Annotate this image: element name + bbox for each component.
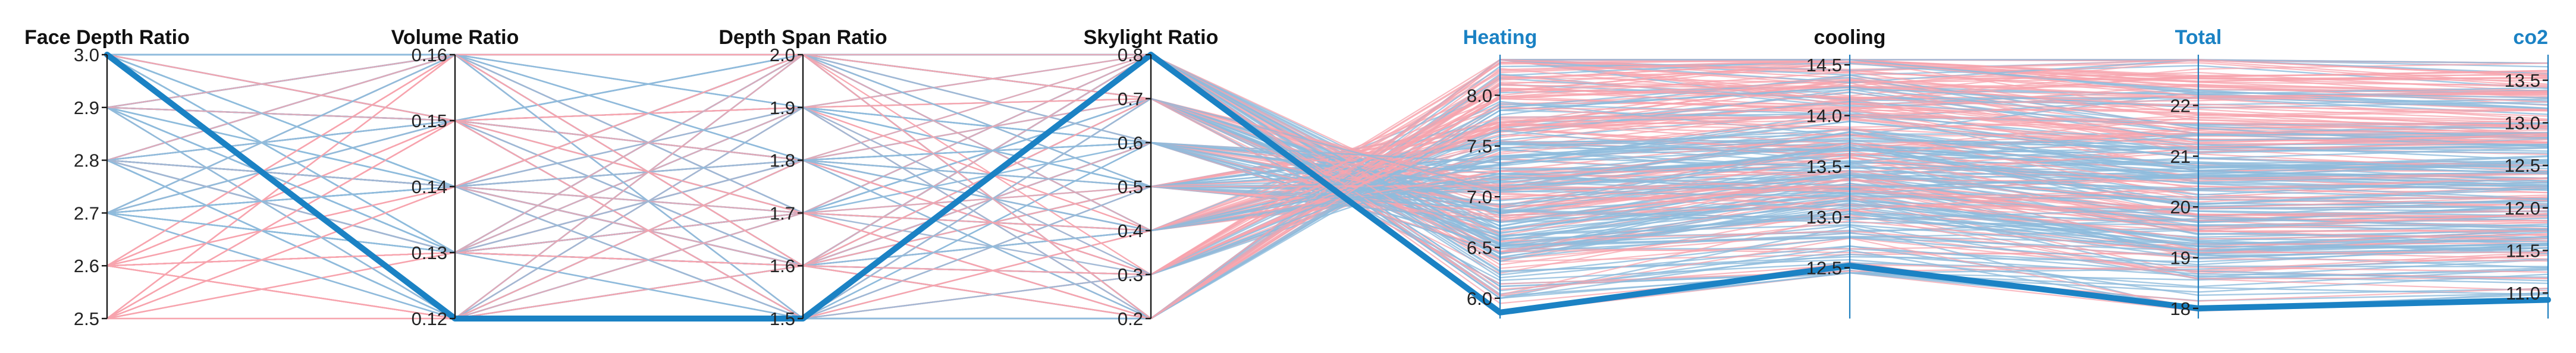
axis-title: Heating	[1463, 26, 1538, 49]
axis-title: co2	[2513, 26, 2548, 49]
record-line	[106, 53, 2549, 232]
tick-label: 3.0	[74, 45, 99, 65]
record-line	[106, 53, 2549, 267]
tick-label: 2.9	[74, 97, 99, 118]
axis-cooling[interactable]: cooling 12.5 13.0 13.5 14.0 14.5	[1806, 26, 1886, 319]
tick-label: 20	[2170, 197, 2191, 218]
axis-total[interactable]: Total 18 19 20 21 22	[2170, 26, 2222, 319]
tick-label: 13.5	[1806, 156, 1842, 177]
tick-label: 2.7	[74, 203, 99, 223]
tick-label: 8.0	[1467, 85, 1492, 106]
tick-label: 13.5	[2505, 70, 2540, 91]
tick-label: 1.5	[770, 308, 795, 329]
tick-label: 0.15	[412, 111, 447, 131]
tick-label: 6.0	[1467, 288, 1492, 309]
axis-title: Depth Span Ratio	[718, 26, 887, 49]
tick-label: 1.9	[770, 97, 795, 118]
record-line	[106, 97, 2549, 320]
highlighted-record-line[interactable]	[104, 52, 2551, 322]
axis-co2[interactable]: co2 11.0 11.5 12.0 12.5 13.0 13.5	[2505, 26, 2549, 319]
axis-title: Volume Ratio	[391, 26, 519, 49]
axis-face-depth-ratio[interactable]: Face Depth Ratio 2.5 2.6 2.7 2.8 2.9 3.0	[24, 26, 190, 329]
tick-label: 2.8	[74, 150, 99, 171]
record-line	[106, 116, 2549, 232]
tick-label: 21	[2170, 146, 2191, 167]
record-line	[106, 97, 2549, 267]
tick-label: 0.16	[412, 45, 447, 65]
record-line	[106, 53, 2549, 188]
tick-label: 7.5	[1467, 136, 1492, 157]
tick-label: 14.5	[1806, 55, 1842, 75]
highlighted-record-group	[104, 52, 2551, 322]
tick-label: 0.5	[1118, 176, 1143, 197]
tick-label: 19	[2170, 248, 2191, 269]
tick-label: 22	[2170, 95, 2191, 116]
tick-label: 0.4	[1118, 220, 1143, 241]
record-line	[106, 53, 2549, 276]
axis-title: cooling	[1814, 26, 1886, 49]
tick-label: 18	[2170, 298, 2191, 319]
tick-label: 0.8	[1118, 45, 1143, 65]
tick-label: 0.12	[412, 308, 447, 329]
axis-depth-span-ratio[interactable]: Depth Span Ratio 1.5 1.6 1.7 1.8 1.9 2.0	[718, 26, 887, 329]
record-line	[106, 106, 2549, 320]
record-line	[106, 53, 2549, 320]
tick-label: 13.0	[1806, 207, 1842, 228]
tick-label: 2.6	[74, 256, 99, 276]
tick-label: 0.6	[1118, 133, 1143, 153]
tick-label: 0.3	[1118, 264, 1143, 285]
tick-label: 14.0	[1806, 105, 1842, 126]
tick-label: 11.0	[2506, 283, 2540, 304]
axis-heating[interactable]: Heating 6.0 6.5 7.0 7.5 8.0	[1463, 26, 1538, 319]
axes-group: Face Depth Ratio 2.5 2.6 2.7 2.8 2.9 3.0 Volume…	[24, 26, 2549, 329]
tick-label: 2.5	[74, 308, 99, 329]
axis-title: Face Depth Ratio	[24, 26, 190, 49]
tick-label: 0.14	[412, 176, 447, 197]
tick-label: 6.5	[1467, 237, 1492, 258]
axis-title: Skylight Ratio	[1084, 26, 1219, 49]
tick-label: 1.6	[770, 256, 795, 276]
tick-label: 13.0	[2505, 113, 2540, 134]
tick-label: 12.5	[2505, 155, 2540, 176]
tick-label: 12.5	[1806, 258, 1842, 279]
record-line	[106, 53, 2549, 267]
tick-label: 0.2	[1118, 308, 1143, 329]
tick-label: 7.0	[1467, 187, 1492, 207]
record-line	[106, 106, 2549, 276]
axis-skylight-ratio[interactable]: Skylight Ratio 0.2 0.3 0.4 0.5 0.6 0.7 0.8	[1084, 26, 1219, 329]
tick-label: 2.0	[770, 45, 795, 65]
axis-title: Total	[2175, 26, 2222, 49]
record-line	[106, 97, 2549, 320]
tick-label: 11.5	[2506, 240, 2540, 261]
tick-label: 0.13	[412, 242, 447, 263]
tick-label: 1.8	[770, 150, 795, 171]
tick-label: 12.0	[2505, 198, 2540, 219]
tick-label: 0.7	[1118, 89, 1143, 109]
record-line	[106, 124, 2549, 276]
tick-label: 1.7	[770, 203, 795, 223]
axis-volume-ratio[interactable]: Volume Ratio 0.12 0.13 0.14 0.15 0.16	[391, 26, 519, 329]
